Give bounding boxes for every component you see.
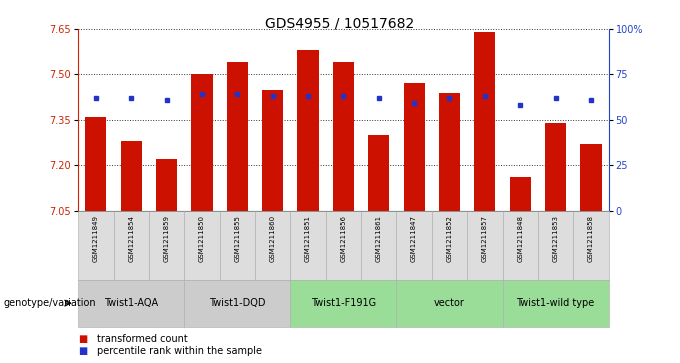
Text: ■: ■	[78, 346, 88, 356]
Bar	[290, 280, 396, 327]
Text: transformed count: transformed count	[97, 334, 188, 344]
Text: vector: vector	[434, 298, 465, 308]
Bar	[503, 211, 538, 280]
Bar	[396, 280, 503, 327]
Text: GDS4955 / 10517682: GDS4955 / 10517682	[265, 16, 415, 30]
Text: GSM1211861: GSM1211861	[376, 215, 381, 262]
Text: GSM1211859: GSM1211859	[164, 215, 169, 262]
Bar	[226, 62, 248, 211]
Bar	[184, 211, 220, 280]
Text: percentile rank within the sample: percentile rank within the sample	[97, 346, 262, 356]
Text: GSM1211850: GSM1211850	[199, 215, 205, 262]
Text: GSM1211847: GSM1211847	[411, 215, 417, 262]
Text: Twist1-wild type: Twist1-wild type	[516, 298, 595, 308]
Bar	[220, 211, 255, 280]
Text: GSM1211854: GSM1211854	[129, 215, 134, 262]
Text: Twist1-AQA: Twist1-AQA	[104, 298, 158, 308]
Bar	[474, 32, 496, 211]
Bar	[290, 211, 326, 280]
Text: GSM1211856: GSM1211856	[341, 215, 346, 262]
Text: GSM1211857: GSM1211857	[482, 215, 488, 262]
Text: GSM1211848: GSM1211848	[517, 215, 523, 262]
Bar	[184, 280, 290, 327]
Text: GSM1211860: GSM1211860	[270, 215, 275, 262]
Text: Twist1-F191G: Twist1-F191G	[311, 298, 376, 308]
Bar	[403, 83, 425, 211]
Bar	[191, 74, 213, 211]
Text: GSM1211852: GSM1211852	[447, 215, 452, 262]
Text: GSM1211849: GSM1211849	[93, 215, 99, 262]
Bar	[503, 280, 609, 327]
Bar	[262, 90, 284, 211]
Bar	[432, 211, 467, 280]
Bar	[368, 135, 390, 211]
Bar	[396, 211, 432, 280]
Bar	[326, 211, 361, 280]
Bar	[361, 211, 396, 280]
Text: GSM1211853: GSM1211853	[553, 215, 558, 262]
Bar	[156, 159, 177, 211]
Bar	[333, 62, 354, 211]
Text: Twist1-DQD: Twist1-DQD	[209, 298, 266, 308]
Bar	[297, 50, 319, 211]
Bar	[255, 211, 290, 280]
Bar	[78, 280, 184, 327]
Bar	[545, 123, 566, 211]
Bar	[467, 211, 503, 280]
Bar	[439, 93, 460, 211]
Text: ■: ■	[78, 334, 88, 344]
Bar	[85, 117, 107, 211]
Bar	[538, 211, 573, 280]
Bar	[149, 211, 184, 280]
Bar	[509, 177, 531, 211]
Bar	[114, 211, 149, 280]
Bar	[573, 211, 609, 280]
Text: GSM1211851: GSM1211851	[305, 215, 311, 262]
Text: genotype/variation: genotype/variation	[3, 298, 96, 308]
Text: GSM1211855: GSM1211855	[235, 215, 240, 262]
Bar	[580, 144, 602, 211]
Bar	[120, 141, 142, 211]
Bar	[78, 211, 114, 280]
Text: GSM1211858: GSM1211858	[588, 215, 594, 262]
